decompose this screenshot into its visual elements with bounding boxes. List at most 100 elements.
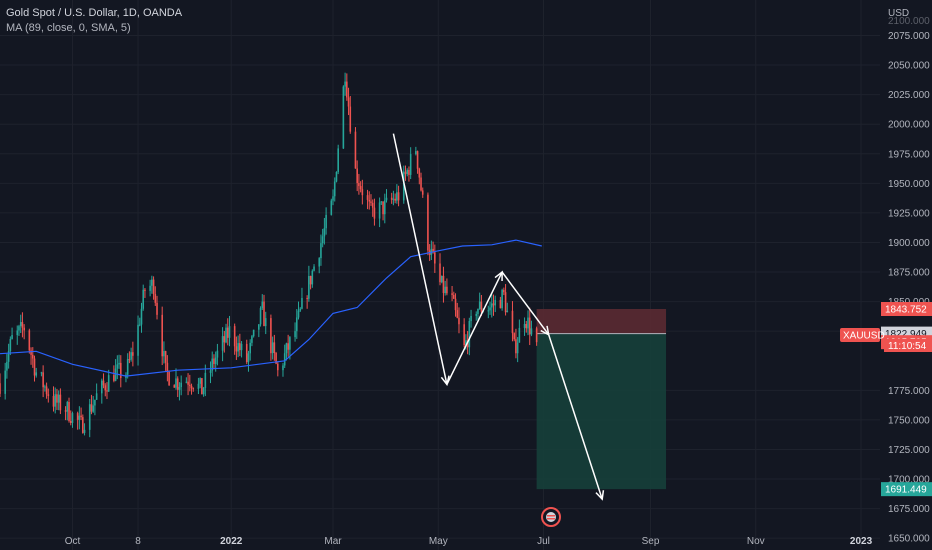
candle-body xyxy=(118,362,120,365)
candle-body xyxy=(465,340,467,346)
price-tick-label: 1900.000 xyxy=(888,238,930,249)
candle-body xyxy=(285,343,288,354)
candle-body xyxy=(313,266,315,271)
candle-body xyxy=(271,342,274,354)
candle-body xyxy=(192,388,195,390)
candle-body xyxy=(223,336,226,343)
candle-body xyxy=(228,326,231,338)
time-tick-label: Mar xyxy=(324,536,342,547)
candle-body xyxy=(137,324,139,356)
candle-body xyxy=(380,201,383,203)
candle-body xyxy=(52,396,55,407)
candle-body xyxy=(197,383,200,389)
candle-body xyxy=(434,252,436,264)
arrow-line xyxy=(547,334,603,500)
candle-body xyxy=(54,394,57,407)
price-tick-label: 1675.000 xyxy=(888,504,930,515)
candle-body xyxy=(164,351,167,363)
candle-body xyxy=(283,353,286,366)
candle-body xyxy=(390,197,393,200)
candle-body xyxy=(9,338,12,352)
candle-body xyxy=(211,358,214,371)
candle-body xyxy=(44,386,46,388)
candle-body xyxy=(35,372,38,376)
candle-body xyxy=(454,298,457,311)
price-tick-label: 2025.000 xyxy=(888,90,930,101)
price-tick-label: 1950.000 xyxy=(888,179,930,190)
candle-body xyxy=(142,289,145,309)
candle-body xyxy=(354,131,357,169)
candle-body xyxy=(178,387,181,390)
candle-body xyxy=(113,375,115,381)
candle-body xyxy=(21,322,24,328)
candle-body xyxy=(216,350,219,358)
candle-body xyxy=(151,279,153,286)
candle-body xyxy=(185,381,188,383)
candle-body xyxy=(359,186,362,190)
candle-body xyxy=(527,317,529,329)
candle-body xyxy=(259,308,262,325)
candle-body xyxy=(503,289,505,293)
candle-body xyxy=(432,248,434,253)
time-tick-label: Sep xyxy=(642,536,660,547)
target-price-tag-bg xyxy=(881,482,932,497)
candle-body xyxy=(333,181,336,197)
candle-body xyxy=(132,352,134,356)
arrow-line xyxy=(501,271,550,336)
candle-body xyxy=(463,324,465,346)
candle-body xyxy=(88,404,91,430)
candle-body xyxy=(64,410,67,412)
candle-body xyxy=(138,324,141,326)
candle-body xyxy=(252,329,255,337)
candle-body xyxy=(6,361,8,371)
ma-line xyxy=(0,239,542,377)
candle-body xyxy=(202,387,205,395)
candle-body xyxy=(33,358,36,376)
candle-body xyxy=(78,415,81,420)
time-tick-label: Nov xyxy=(747,536,765,547)
candle-body xyxy=(402,171,405,201)
candle-body xyxy=(225,327,227,343)
candle-body xyxy=(76,413,79,420)
candle-body xyxy=(404,171,407,175)
chart-legend[interactable]: Gold Spot / U.S. Dollar, 1D, OANDA MA (8… xyxy=(6,6,182,36)
candle-body xyxy=(332,196,334,201)
drawing-arrows[interactable] xyxy=(392,133,605,501)
price-axis-currency: USD xyxy=(888,8,909,19)
position-zones xyxy=(536,309,667,490)
candle-body xyxy=(40,372,43,374)
candle-body xyxy=(439,263,441,283)
candle-body xyxy=(394,198,396,201)
candle-body xyxy=(11,335,13,339)
candle-body xyxy=(275,353,277,364)
candle-body xyxy=(92,405,94,412)
candle-body xyxy=(490,303,493,308)
candle-body xyxy=(306,297,308,299)
candle-body xyxy=(180,382,182,388)
candle-body xyxy=(173,385,176,388)
time-tick-label: 8 xyxy=(135,536,141,547)
candle-body xyxy=(330,200,333,215)
candle-body xyxy=(318,258,321,267)
candle-body xyxy=(94,399,96,406)
candle-body xyxy=(57,394,60,403)
candle-body xyxy=(119,362,122,378)
candle-body xyxy=(513,333,515,340)
candle-body xyxy=(175,378,177,388)
stop-price-tag: 1843.752 xyxy=(885,305,927,316)
candle-body xyxy=(233,326,236,347)
time-tick-label: 2022 xyxy=(220,536,243,547)
price-tick-label: 1725.000 xyxy=(888,445,930,456)
candle-body xyxy=(535,328,538,343)
symbol-tag[interactable]: XAUUSD xyxy=(840,328,885,342)
candle-body xyxy=(489,307,491,311)
candle-body xyxy=(102,380,105,386)
candle-body xyxy=(107,375,110,392)
price-tick-label: 1925.000 xyxy=(888,208,930,219)
candle-body xyxy=(161,314,163,357)
time-axis[interactable]: Oct 8 2022 Mar May Jul Sep Nov 2023 xyxy=(65,536,873,547)
event-flag-icon[interactable] xyxy=(541,507,561,527)
candle-body xyxy=(82,417,84,433)
candle-body xyxy=(373,207,376,219)
